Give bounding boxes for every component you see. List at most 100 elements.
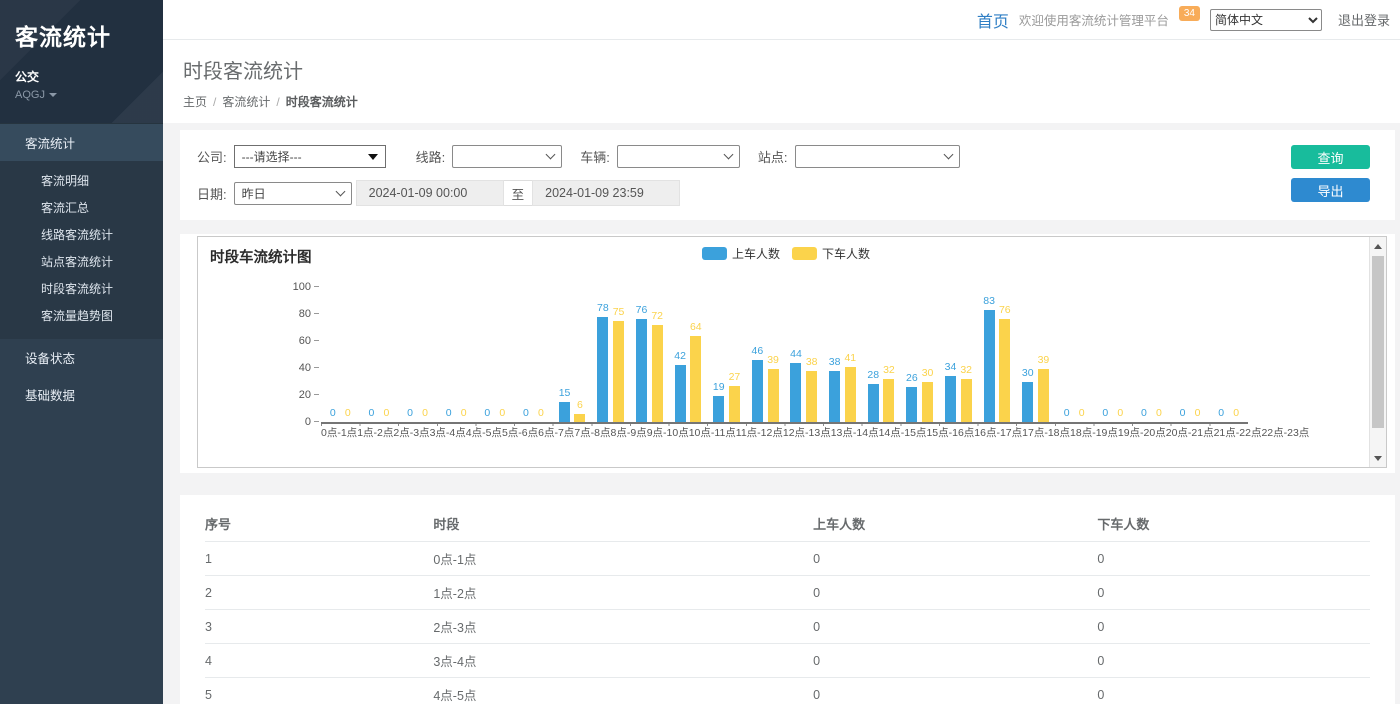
bar-value-label: 0 xyxy=(330,408,336,419)
sidebar-subitem-0-2[interactable]: 线路客流统计 xyxy=(0,221,163,248)
bar-unit: 0 xyxy=(381,408,392,422)
sidebar-section-0[interactable]: 客流统计 xyxy=(0,123,163,161)
boarding-bar[interactable] xyxy=(945,376,956,422)
table-header-row: 序号时段上车人数下车人数 xyxy=(205,507,1370,542)
sidebar-section-2[interactable]: 基础数据 xyxy=(0,376,163,413)
period-stats-table: 序号时段上车人数下车人数 10点-1点0021点-2点0032点-3点0043点… xyxy=(205,507,1370,704)
sidebar-subitem-0-4[interactable]: 时段客流统计 xyxy=(0,275,163,302)
boarding-bar[interactable] xyxy=(790,363,801,422)
bar-unit: 6 xyxy=(574,400,585,422)
legend-swatch-icon xyxy=(702,247,727,260)
sidebar-subitem-0-5[interactable]: 客流量趋势图 xyxy=(0,302,163,329)
export-button[interactable]: 导出 xyxy=(1291,178,1370,202)
alighting-bar[interactable] xyxy=(961,379,972,422)
boarding-bar[interactable] xyxy=(1022,382,1033,423)
boarding-bar[interactable] xyxy=(713,396,724,422)
boarding-bar[interactable] xyxy=(675,365,686,422)
chart-category-17: 8376 xyxy=(978,287,1017,422)
welcome-text: 欢迎使用客流统计管理平台 xyxy=(1019,10,1169,29)
bar-unit: 0 xyxy=(497,408,508,422)
boarding-bar[interactable] xyxy=(829,371,840,422)
line-select[interactable] xyxy=(452,145,562,168)
y-axis-tick: 40 xyxy=(299,362,321,374)
language-select[interactable]: 简体中文 xyxy=(1210,9,1322,31)
alighting-bar[interactable] xyxy=(729,386,740,422)
org-code-dropdown[interactable]: AQGJ xyxy=(15,89,148,101)
chart-bars-10: 1927 xyxy=(707,372,746,422)
alighting-bar[interactable] xyxy=(845,367,856,422)
sidebar-section-1[interactable]: 设备状态 xyxy=(0,339,163,376)
scrollbar-up-arrow[interactable] xyxy=(1370,238,1386,254)
sidebar-subitem-0-0[interactable]: 客流明细 xyxy=(0,167,163,194)
alighting-bar[interactable] xyxy=(768,369,779,422)
table-cell-0-0: 1 xyxy=(205,542,433,576)
bar-unit: 46 xyxy=(752,346,764,422)
chart-scrollbar[interactable] xyxy=(1369,237,1386,467)
x-axis-label-5: 5点-6点 xyxy=(502,426,538,440)
boarding-bar[interactable] xyxy=(636,319,647,422)
date-preset-select[interactable]: 昨日 xyxy=(234,182,352,205)
alighting-bar[interactable] xyxy=(690,336,701,422)
vehicle-label: 车辆: xyxy=(580,147,610,166)
bar-unit: 0 xyxy=(1100,408,1111,422)
bar-unit: 28 xyxy=(867,370,879,422)
table-cell-3-3: 0 xyxy=(1097,644,1370,678)
start-datetime-input[interactable]: 2024-01-09 00:00 xyxy=(356,180,504,206)
alighting-bar[interactable] xyxy=(883,379,894,422)
x-axis-label-6: 6点-7点 xyxy=(538,426,574,440)
boarding-bar[interactable] xyxy=(559,402,570,422)
y-axis-tick: 80 xyxy=(299,308,321,320)
boarding-bar[interactable] xyxy=(868,384,879,422)
bar-value-label: 46 xyxy=(752,346,764,357)
company-select-value: ---请选择--- xyxy=(242,148,302,165)
bar-value-label: 0 xyxy=(345,408,351,419)
breadcrumb-item-0[interactable]: 主页 xyxy=(183,95,207,109)
scrollbar-thumb[interactable] xyxy=(1372,256,1384,428)
alighting-bar[interactable] xyxy=(1038,369,1049,422)
alighting-bar[interactable] xyxy=(652,325,663,422)
alighting-bar[interactable] xyxy=(806,371,817,422)
chart-category-3: 00 xyxy=(437,287,476,422)
bar-value-label: 38 xyxy=(806,357,818,368)
chart-category-15: 2630 xyxy=(900,287,939,422)
legend-swatch-icon xyxy=(792,247,817,260)
chart-category-13: 3841 xyxy=(823,287,862,422)
y-axis-tick: 60 xyxy=(299,335,321,347)
boarding-bar[interactable] xyxy=(597,317,608,422)
message-count-badge[interactable]: 34 xyxy=(1179,6,1200,21)
bar-unit: 0 xyxy=(420,408,431,422)
breadcrumb-item-1[interactable]: 客流统计 xyxy=(222,95,270,109)
bar-value-label: 39 xyxy=(767,355,779,366)
boarding-bar[interactable] xyxy=(984,310,995,422)
table-panel: 序号时段上车人数下车人数 10点-1点0021点-2点0032点-3点0043点… xyxy=(180,495,1395,704)
chart-category-16: 3432 xyxy=(939,287,978,422)
legend-item-0[interactable]: 上车人数 xyxy=(702,245,780,262)
chart-area: 0204060801000000000000001567875767242641… xyxy=(321,287,1248,440)
query-button[interactable]: 查询 xyxy=(1291,145,1370,169)
x-axis-label-16: 16点-17点 xyxy=(974,426,1022,440)
vehicle-select[interactable] xyxy=(617,145,740,168)
sidebar-subitem-0-3[interactable]: 站点客流统计 xyxy=(0,248,163,275)
bar-value-label: 0 xyxy=(1141,408,1147,419)
alighting-bar[interactable] xyxy=(613,321,624,422)
sidebar-subitem-0-1[interactable]: 客流汇总 xyxy=(0,194,163,221)
company-label: 公司: xyxy=(197,147,227,166)
bar-unit: 72 xyxy=(651,311,663,422)
x-axis-label-9: 9点-10点 xyxy=(647,426,689,440)
alighting-bar[interactable] xyxy=(922,382,933,423)
company-select[interactable]: ---请选择--- xyxy=(234,145,386,168)
legend-item-1[interactable]: 下车人数 xyxy=(792,245,870,262)
alighting-bar[interactable] xyxy=(574,414,585,422)
alighting-bar[interactable] xyxy=(999,319,1010,422)
home-link[interactable]: 首页 xyxy=(977,8,1009,32)
station-select[interactable] xyxy=(795,145,960,168)
breadcrumb: 主页/客流统计/时段客流统计 xyxy=(183,93,1380,110)
boarding-bar[interactable] xyxy=(752,360,763,422)
logout-link[interactable]: 退出登录 xyxy=(1338,10,1390,29)
end-datetime-input[interactable]: 2024-01-09 23:59 xyxy=(532,180,680,206)
y-axis-tick-mark xyxy=(314,367,319,368)
scrollbar-down-arrow[interactable] xyxy=(1370,450,1386,466)
table-header-0: 序号 xyxy=(205,507,433,542)
boarding-bar[interactable] xyxy=(906,387,917,422)
chart-category-4: 00 xyxy=(476,287,515,422)
